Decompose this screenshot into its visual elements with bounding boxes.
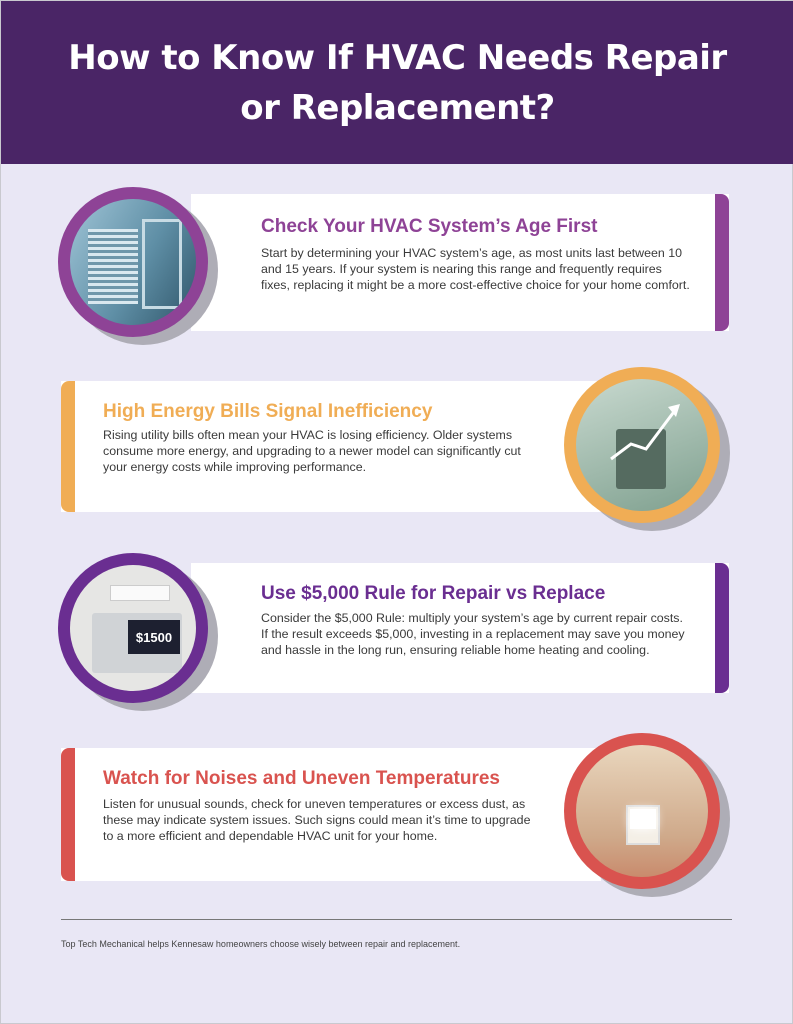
section-title: Watch for Noises and Uneven Temperatures	[103, 768, 500, 789]
hvac-cost-image: $1500	[58, 553, 208, 703]
section-title: Check Your HVAC System’s Age First	[261, 216, 598, 237]
section-card-energy: High Energy Bills Signal Inefficiency Ri…	[61, 381, 601, 512]
accent-bar	[715, 194, 729, 331]
accent-bar	[61, 381, 75, 512]
price-display: $1500	[128, 620, 180, 654]
section-body: Listen for unusual sounds, check for une…	[103, 797, 531, 843]
section-card-noises: Watch for Noises and Uneven Temperatures…	[61, 748, 601, 881]
page-title: How to Know If HVAC Needs Repair or Repl…	[68, 37, 727, 128]
section-title: High Energy Bills Signal Inefficiency	[103, 401, 433, 422]
section-body: Start by determining your HVAC system’s …	[261, 246, 690, 292]
growth-arrow-icon	[610, 404, 680, 461]
accent-bar	[61, 748, 75, 881]
accent-bar	[715, 563, 729, 693]
section-card-age: Check Your HVAC System’s Age First Start…	[191, 194, 729, 331]
hvac-unit-image	[58, 187, 208, 337]
energy-chart-image	[564, 367, 720, 523]
section-body: Rising utility bills often mean your HVA…	[103, 428, 521, 474]
section-title: Use $5,000 Rule for Repair vs Replace	[261, 583, 606, 604]
header-banner: How to Know If HVAC Needs Repair or Repl…	[1, 1, 793, 164]
divider	[61, 919, 732, 920]
heater-room-image	[564, 733, 720, 889]
section-body: Consider the $5,000 Rule: multiply your …	[261, 611, 685, 657]
section-card-5000-rule: Use $5,000 Rule for Repair vs Replace Co…	[191, 563, 729, 693]
footer-text: Top Tech Mechanical helps Kennesaw homeo…	[61, 939, 461, 949]
